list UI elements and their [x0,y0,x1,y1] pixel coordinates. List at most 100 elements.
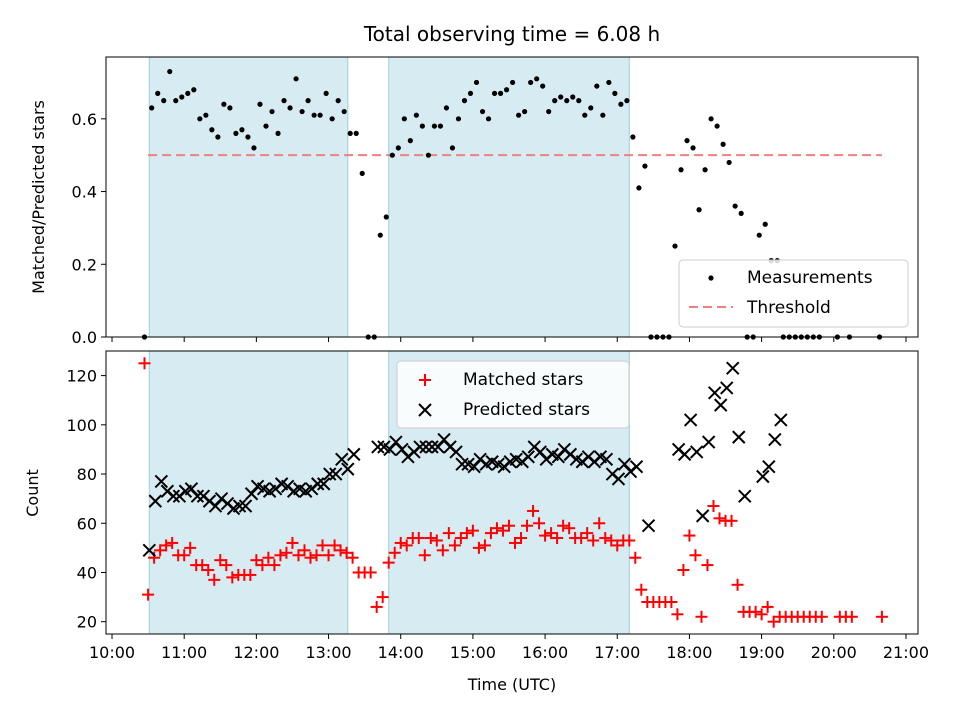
y-tick-label: 60 [77,514,97,533]
measurement-point [612,90,618,96]
y-tick-label: 40 [77,563,97,582]
matched-star-point [472,541,485,554]
matched-star-point [515,532,528,545]
measurement-point [413,112,419,118]
measurement-point [269,108,275,115]
top-shaded-intervals [148,56,630,338]
matched-star-point [430,534,443,547]
matched-star-point [460,527,473,540]
predicted-star-points [142,361,788,558]
y-tick-label: 0.0 [72,328,97,347]
top-legend-box [678,259,909,328]
matched-star-point [304,551,317,564]
bottom-x-ticks: 10:00 11:00 12:00 13:00 14:00 15:00 16:00 17:00… [89,634,929,662]
measurement-point [431,123,438,129]
measurement-point [197,116,203,122]
predicted-star-point [641,519,656,533]
matched-star-point [138,357,151,370]
bottom-legend: Matched stars Predicted stars [396,360,630,429]
predicted-star-point [599,452,614,466]
predicted-star-point [311,477,325,491]
matched-star-point [250,554,263,567]
predicted-star-point [329,467,343,481]
matched-star-point [623,534,636,547]
matched-star-point [725,514,738,527]
measurement-point [461,98,468,104]
measurement-point [335,98,341,104]
predicted-star-point [683,413,698,427]
predicted-star-point [720,381,734,395]
predicted-star-point [732,430,746,444]
matched-star-point [755,608,768,621]
matched-star-point [581,527,594,540]
predicted-star-point [455,457,469,471]
matched-star-points [138,357,888,628]
measurement-point [359,170,365,176]
predicted-star-point [701,435,716,449]
measurement-point [317,112,323,118]
top-x-ticks [111,337,907,342]
measurement-point [497,90,504,96]
measurement-point [185,90,191,96]
predicted-star-point [695,509,710,523]
matched-star-point [611,539,624,552]
measurement-point [443,105,450,111]
matched-star-point [316,539,329,552]
matched-star-point [587,534,600,547]
matched-star-point [527,504,540,517]
matched-star-point [214,554,227,567]
measurement-point [582,112,588,118]
measurement-point [516,112,522,118]
measurement-point [281,98,287,104]
matched-star-point [268,559,281,572]
predicted-star-point [677,447,692,462]
predicted-star-point [738,489,752,503]
measurement-point [395,145,401,151]
measurement-point [257,101,263,107]
measurement-point [293,76,299,82]
matched-star-point [340,546,353,559]
matched-star-point [184,541,197,554]
matched-star-point [545,527,558,540]
measurement-point [624,98,630,104]
y-tick-label: 20 [77,613,97,632]
matched-star-point [689,549,702,562]
matched-star-point [671,608,684,621]
predicted-star-point [238,499,253,513]
measurement-point [221,101,227,107]
matched-star-point [160,539,173,552]
matched-star-point [154,544,167,557]
measurement-point [341,108,347,115]
x-tick-label: 11:00 [161,643,207,662]
legend-marker-matched [419,374,431,386]
matched-star-point [436,544,449,557]
measurement-point [473,79,480,86]
matched-star-point [244,568,257,581]
matched-star-point [262,551,275,564]
y-tick-label: 80 [77,465,97,484]
measurement-point [738,210,744,216]
matched-star-point [677,564,690,577]
measurement-point [425,152,431,158]
matched-star-point [196,559,209,572]
measurement-point [287,105,293,111]
y-tick-label: 0.6 [72,110,97,129]
matched-star-point [599,532,612,545]
measurement-point [407,138,413,144]
y-tick-label: 0.2 [72,255,97,274]
matched-star-point [394,536,407,549]
matched-star-point [226,571,239,584]
bottom-y-axis-label: Count [23,469,42,517]
measurement-point [263,123,269,129]
predicted-star-point [689,445,704,459]
measurement-point [720,141,726,147]
matched-star-point [539,529,552,542]
matched-star-point [635,583,648,596]
matched-star-point [310,549,323,562]
measurement-point [329,116,335,122]
matched-star-point [845,610,858,623]
matched-star-point [298,544,311,557]
measurement-point [299,108,305,115]
measurement-point [696,207,702,213]
